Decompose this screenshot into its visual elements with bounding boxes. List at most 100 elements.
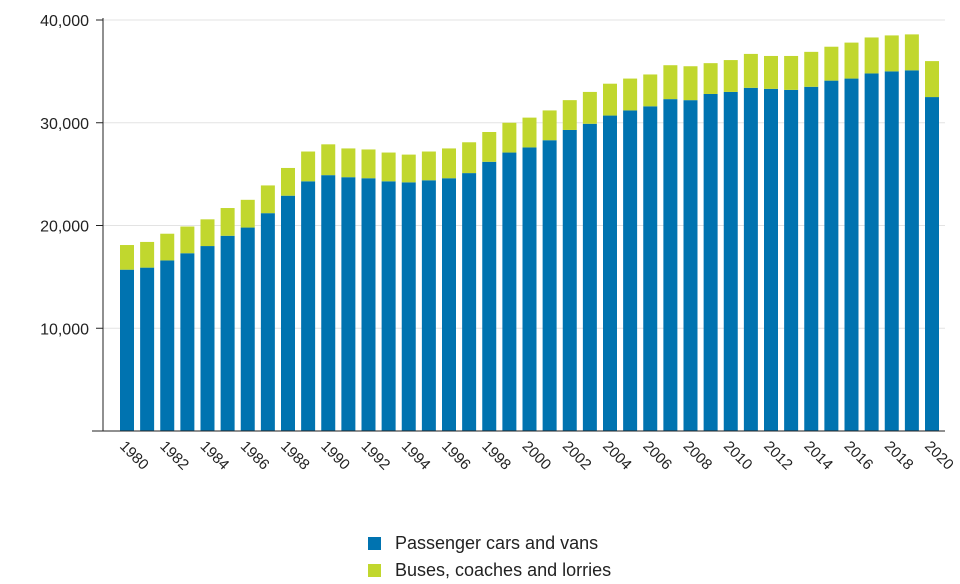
bar-passenger-1985 [220,235,235,431]
bar-passenger-2009 [703,93,718,431]
bar-buses-2005 [623,78,638,111]
bar-passenger-2005 [623,110,638,432]
bar-buses-2002 [562,100,577,130]
bar-buses-1998 [482,131,497,162]
bar-buses-1986 [240,199,255,228]
bar-buses-1982 [160,233,175,261]
x-tick-label: 1992 [358,438,394,474]
bar-passenger-2007 [663,99,678,432]
bar-buses-2013 [784,55,799,90]
bar-passenger-2008 [683,100,698,432]
bar-buses-1987 [260,185,275,214]
bar-buses-1980 [120,245,134,270]
x-tick-labels: 1980 1982 1984 1986 1988 1990 1992 1994 1996 1998… [116,438,957,474]
bar-passenger-1980 [120,269,134,431]
bar-passenger-1998 [482,161,497,432]
bar-buses-2014 [804,51,819,87]
bar-passenger-2006 [643,106,658,431]
x-tick-label: 2008 [680,438,716,474]
bar-buses-1988 [281,167,295,196]
bar-passenger-1996 [442,178,456,431]
bar-buses-1997 [462,142,477,174]
y-tick-labels: 10,000 20,000 30,000 40,000 [40,13,89,338]
bar-buses-2018 [884,35,899,72]
bar-passenger-1983 [180,253,195,431]
x-tick-label: 1982 [156,438,192,474]
bar-passenger-1993 [381,181,396,431]
bar-buses-2015 [824,46,839,81]
bar-buses-1999 [502,122,517,153]
bar-passenger-2012 [764,88,778,431]
x-tick-label: 2016 [841,438,877,474]
bar-passenger-2020 [925,97,939,431]
bar-passenger-2002 [562,129,577,431]
legend: Passenger cars and vans Buses, coaches a… [368,530,611,584]
bar-buses-2000 [522,117,537,148]
bar-buses-1989 [301,151,316,182]
bar-buses-1990 [321,144,336,176]
y-tick-label: 20,000 [40,219,89,236]
bar-buses-1995 [421,151,436,181]
bar-buses-2001 [542,110,557,141]
bar-buses-2016 [844,42,859,79]
x-tick-label: 1988 [277,438,313,474]
bar-passenger-1984 [200,246,215,431]
bar-passenger-1981 [140,267,155,431]
bar-passenger-2017 [864,73,879,432]
legend-label-buses: Buses, coaches and lorries [395,560,612,580]
bar-buses-2017 [864,37,879,74]
bar-passenger-1990 [321,175,336,431]
bar-passenger-1987 [260,213,275,431]
bar-passenger-1988 [281,195,295,431]
bar-passenger-2001 [542,140,557,431]
legend-swatch-buses [368,564,381,577]
bar-buses-1981 [140,241,155,268]
axes [92,18,945,432]
bar-passenger-1989 [301,181,316,431]
bar-buses-2007 [663,65,678,100]
legend-label-passenger: Passenger cars and vans [395,533,599,553]
legend-swatch-passenger [368,537,381,550]
bar-passenger-1999 [502,152,517,432]
x-tick-label: 2018 [881,438,917,474]
bar-passenger-2016 [844,78,859,431]
bar-buses-2006 [643,74,658,107]
bar-passenger-2019 [904,70,919,431]
bar-buses-1992 [361,149,376,179]
bar-buses-2012 [764,55,778,89]
x-tick-label: 2020 [921,438,957,474]
bar-buses-1983 [180,226,195,254]
bar-buses-2008 [683,66,698,101]
bar-buses-1994 [401,154,416,183]
bar-buses-1991 [341,148,356,178]
y-tick-label: 30,000 [40,116,89,133]
bar-buses-2019 [904,34,919,71]
x-tick-label: 1980 [116,438,152,474]
bar-passenger-2011 [743,87,758,431]
bar-passenger-2003 [582,123,597,431]
x-tick-label: 1996 [438,438,474,474]
x-tick-label: 2010 [720,438,756,474]
bar-buses-1985 [220,208,235,236]
bars [120,34,939,432]
bar-passenger-2014 [804,86,819,431]
bar-passenger-2015 [824,80,839,431]
x-tick-label: 1994 [398,438,434,474]
x-tick-label: 2014 [800,438,836,474]
bar-buses-2003 [582,91,597,124]
bar-passenger-1997 [462,173,477,431]
bar-passenger-1995 [421,180,436,431]
bar-buses-2011 [743,53,758,88]
bar-buses-1996 [442,148,456,179]
x-tick-label: 2002 [559,438,595,474]
bar-passenger-2004 [603,115,617,432]
bar-passenger-1992 [361,178,376,431]
y-tick-label: 40,000 [40,13,89,30]
bar-buses-2009 [703,63,718,94]
x-tick-label: 1984 [197,438,233,474]
x-tick-label: 2012 [760,438,796,474]
bar-buses-2004 [603,83,617,116]
bar-passenger-2000 [522,147,537,431]
bar-buses-2020 [925,61,939,98]
